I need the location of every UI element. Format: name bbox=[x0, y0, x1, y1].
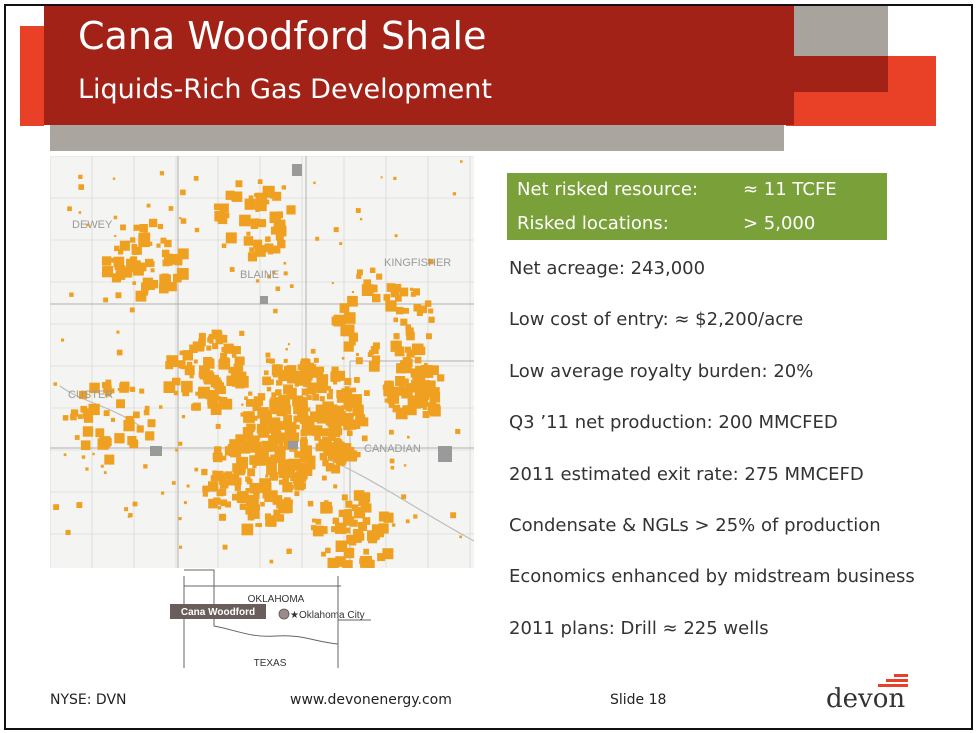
highlight-value-locations: > 5,000 bbox=[743, 213, 816, 234]
inset-area-label: Cana Woodford bbox=[181, 607, 255, 618]
logo-wordmark: devon bbox=[826, 684, 906, 714]
header-accent-left bbox=[20, 26, 44, 126]
county-label-blaine: BLAINE bbox=[240, 269, 279, 281]
list-item: 2011 plans: Drill ≈ 225 wells bbox=[509, 618, 769, 639]
footer-website[interactable]: www.devonenergy.com bbox=[290, 692, 452, 708]
county-label-custer: CUSTER bbox=[68, 389, 113, 401]
list-item: Low cost of entry: ≈ $2,200/acre bbox=[509, 309, 804, 330]
header-accent-grey bbox=[794, 6, 888, 56]
county-label-canadian: CANADIAN bbox=[364, 443, 421, 455]
devon-logo: devon bbox=[826, 670, 916, 714]
inset-south-label: TEXAS bbox=[254, 658, 287, 669]
highlight-value-resource: ≈ 11 TCFE bbox=[743, 179, 837, 200]
list-item: Q3 ’11 net production: 200 MMCFED bbox=[509, 412, 838, 433]
list-item: 2011 estimated exit rate: 275 MMCEFD bbox=[509, 464, 864, 485]
county-label-kingfisher: KINGFISHER bbox=[384, 257, 451, 269]
page-subtitle: Liquids-Rich Gas Development bbox=[78, 74, 492, 105]
inset-city-label: Oklahoma City bbox=[299, 610, 365, 621]
acreage-map: DEWEY BLAINE KINGFISHER CUSTER CANADIAN bbox=[50, 156, 474, 568]
page-title: Cana Woodford Shale bbox=[78, 14, 487, 58]
footer-slide-number: Slide 18 bbox=[610, 692, 667, 708]
header-band bbox=[44, 6, 794, 125]
header-grey-bar bbox=[50, 125, 784, 151]
slide: Cana Woodford Shale Liquids-Rich Gas Dev… bbox=[4, 4, 973, 730]
inset-area-tag bbox=[170, 604, 266, 619]
list-item: Condensate & NGLs > 25% of production bbox=[509, 515, 881, 536]
list-item: Low average royalty burden: 20% bbox=[509, 361, 814, 382]
list-item: Net acreage: 243,000 bbox=[509, 258, 706, 279]
star-icon: ★ bbox=[290, 610, 299, 621]
highlight-label-locations: Risked locations: bbox=[517, 213, 669, 234]
highlight-label-resource: Net risked resource: bbox=[517, 179, 699, 200]
list-item: Economics enhanced by midstream business bbox=[509, 566, 915, 587]
inset-state-label: OKLAHOMA bbox=[248, 594, 305, 605]
header-accent-darkred bbox=[794, 56, 888, 92]
county-label-dewey: DEWEY bbox=[72, 219, 113, 231]
locator-inset-map: OKLAHOMA Cana Woodford ★ Oklahoma City T… bbox=[170, 569, 371, 669]
resource-highlight-box: Net risked resource: ≈ 11 TCFE Risked lo… bbox=[507, 173, 887, 240]
inset-area-marker bbox=[278, 608, 290, 620]
footer-ticker: NYSE: DVN bbox=[50, 692, 127, 708]
